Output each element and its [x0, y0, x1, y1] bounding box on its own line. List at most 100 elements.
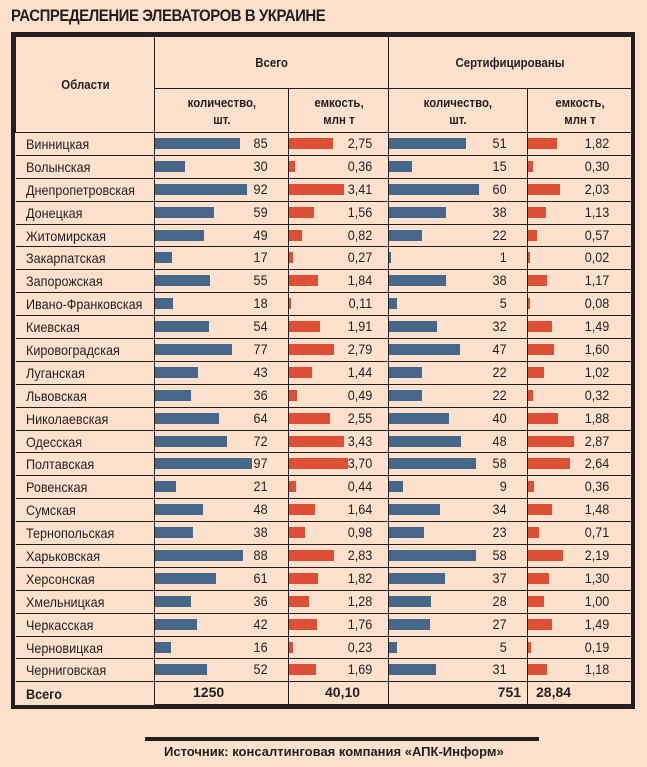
- table-row: Запорожская 55 1,84 38 1,17: [15, 269, 632, 294]
- table-row: Львовская 36 0,49 22 0,32: [15, 383, 632, 408]
- total-capacity-cell: 0,82: [288, 223, 390, 248]
- total-count-cell: 61: [154, 566, 289, 591]
- region-name: Полтавская: [25, 456, 94, 473]
- cert-count-value: 22: [492, 226, 508, 243]
- cert-capacity-cell: 0,08: [527, 292, 632, 317]
- total-capacity-bar: [289, 389, 297, 401]
- total-capacity-value: 2,75: [347, 135, 373, 151]
- total-capacity-value: 0,27: [347, 249, 373, 266]
- total-count-value: 59: [253, 203, 268, 220]
- total-count-value: 36: [253, 386, 268, 403]
- cert-capacity-cell: 0,30: [527, 154, 632, 179]
- total-capacity-value: 0,23: [347, 638, 373, 655]
- total-capacity-value: 2,79: [347, 341, 373, 358]
- cert-capacity-cell: 0,19: [527, 635, 632, 660]
- region-cell: Одесская: [15, 429, 155, 454]
- cert-capacity-bar: [528, 481, 535, 493]
- cert-capacity-bar: [528, 252, 531, 264]
- cert-capacity-cell: 1,60: [527, 338, 632, 362]
- total-count-value: 92: [253, 180, 268, 197]
- table-row: Полтавская 97 3,70 58 2,64: [15, 452, 632, 477]
- region-cell: Луганская: [15, 360, 155, 385]
- total-count-value: 18: [253, 295, 268, 312]
- total-count-bar: [155, 435, 227, 447]
- region-name: Сумская: [25, 502, 76, 519]
- source-divider: [145, 737, 539, 741]
- total-count-bar: [155, 504, 203, 516]
- total-count-cell: 52: [154, 658, 289, 683]
- region-name: Житомирская: [25, 227, 106, 244]
- cert-capacity-bar: [528, 618, 553, 630]
- region-name: Харьковская: [25, 547, 100, 564]
- cert-capacity-cell: 1,48: [527, 498, 632, 523]
- cert-count-value: 31: [492, 661, 508, 678]
- table-row: Киевская 54 1,91 32 1,49: [15, 315, 632, 340]
- total-count-cell: 38: [154, 521, 289, 546]
- cert-capacity-cell: 1,30: [527, 566, 632, 591]
- table-row: Винницкая 85 2,75 51 1,82: [15, 132, 632, 156]
- cert-capacity-bar: [528, 298, 531, 310]
- total-capacity-bar: [289, 664, 316, 676]
- total-capacity-cell: 3,41: [288, 177, 390, 202]
- total-count-bar: [155, 641, 171, 653]
- cert-count-bar: [389, 344, 461, 356]
- cert-count-cell: 27: [388, 612, 529, 637]
- total-capacity-bar: [289, 412, 330, 424]
- total-count-cell: 48: [154, 498, 289, 523]
- region-cell: Волынская: [15, 154, 155, 179]
- total-capacity-value: 0,98: [347, 524, 373, 541]
- cert-count-value: 34: [492, 501, 508, 518]
- total-capacity-bar: [289, 618, 317, 630]
- total-count-cell: 36: [154, 383, 289, 408]
- total-count-cell: 72: [154, 429, 289, 454]
- total-count-value: 61: [253, 569, 268, 586]
- total-count-cell: 88: [154, 544, 289, 568]
- cert-count-cell: 5: [388, 635, 529, 660]
- region-cell: Винницкая: [15, 132, 155, 156]
- total-capacity-cell: 1,69: [288, 658, 390, 683]
- cert-count-value: 58: [492, 547, 508, 564]
- cert-count-value: 23: [492, 524, 508, 541]
- region-cell: Запорожская: [15, 269, 155, 294]
- region-name: Одесская: [25, 433, 82, 450]
- region-name: Винницкая: [25, 135, 89, 152]
- table-row: Черновицкая 16 0,23 5 0,19: [15, 635, 632, 660]
- cert-capacity-value: 1,82: [585, 135, 610, 151]
- total-capacity-bar: [289, 504, 315, 516]
- cert-capacity-bar: [528, 160, 534, 172]
- region-name: Херсонская: [25, 570, 95, 587]
- cert-capacity-cell: 1,82: [527, 132, 632, 156]
- cert-count-bar: [389, 412, 450, 424]
- region-cell: Донецкая: [15, 200, 155, 225]
- total-capacity-value: 0,11: [348, 295, 373, 312]
- total-capacity-cell: 2,83: [288, 544, 390, 568]
- total-count-value: 49: [253, 226, 268, 243]
- cert-capacity-value: 1,88: [585, 409, 610, 426]
- header-group-certified: Сертифицированы: [388, 36, 633, 89]
- total-capacity-value: 1,84: [347, 272, 373, 289]
- total-count-cell: 85: [154, 132, 289, 156]
- cert-capacity-bar: [528, 435, 575, 447]
- cert-capacity-cell: 0,71: [527, 521, 632, 546]
- cert-count-cell: 1: [388, 246, 529, 271]
- cert-count-bar: [389, 275, 447, 287]
- total-capacity-cell: 1,82: [288, 566, 390, 591]
- region-cell: Тернопольская: [15, 521, 155, 546]
- region-cell: Черкасская: [15, 612, 155, 637]
- cert-capacity-cell: 2,19: [527, 544, 632, 568]
- cert-count-value: 22: [492, 386, 508, 403]
- total-capacity-cell: 2,55: [288, 406, 390, 431]
- region-cell: Черновицкая: [15, 635, 155, 660]
- total-capacity-cell: 2,79: [288, 338, 390, 362]
- region-cell: Харьковская: [15, 544, 155, 568]
- cert-capacity-value: 0,32: [585, 386, 610, 403]
- total-count-bar: [155, 481, 176, 493]
- cert-capacity-cell: 1,49: [527, 612, 632, 637]
- table-row: Луганская 43 1,44 22 1,02: [15, 360, 632, 385]
- total-count-value: 77: [253, 341, 268, 358]
- cert-capacity-bar: [528, 138, 558, 149]
- cert-count-cell: 31: [388, 658, 529, 683]
- total-capacity-value: 3,41: [347, 180, 373, 197]
- region-name: Днепропетровская: [25, 181, 135, 198]
- region-name: Черниговская: [25, 662, 106, 679]
